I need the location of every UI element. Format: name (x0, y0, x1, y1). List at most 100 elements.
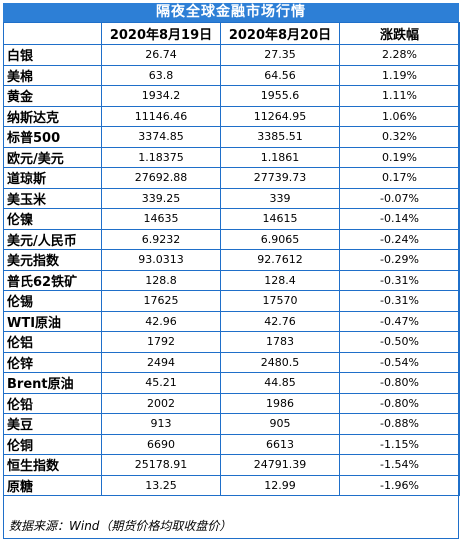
row-value-date-2: 27.35 (220, 44, 340, 66)
row-value-date-2: 1986 (220, 392, 340, 414)
row-name: 纳斯达克 (3, 105, 102, 127)
row-name: 恒生指数 (3, 454, 102, 476)
row-value-date-2: 17570 (220, 290, 340, 312)
row-value-date-2: 14615 (220, 208, 340, 230)
row-value-date-1: 13.25 (101, 474, 221, 496)
row-name: 伦铜 (3, 433, 102, 455)
row-name: 普氏62铁矿 (3, 269, 102, 291)
header-date-2: 2020年8月20日 (220, 22, 340, 45)
row-change: 1.19% (339, 64, 460, 86)
row-value-date-2: 42.76 (220, 310, 340, 332)
header-date-1: 2020年8月19日 (101, 22, 221, 45)
row-value-date-2: 1955.6 (220, 85, 340, 107)
table-row: 伦铅 2002 1986 -0.80% (3, 392, 460, 414)
table-row: 伦锡 17625 17570 -0.31% (3, 290, 460, 312)
data-source-note: 数据来源：Wind（期货价格均取收盘价） (9, 519, 232, 533)
table-row: 纳斯达克 11146.46 11264.95 1.06% (3, 105, 460, 127)
row-change: -1.96% (339, 474, 460, 496)
table-row: 美豆 913 905 -0.88% (3, 413, 460, 435)
table-row: 伦锌 2494 2480.5 -0.54% (3, 351, 460, 373)
table-row: 美元指数 93.0313 92.7612 -0.29% (3, 249, 460, 271)
row-value-date-2: 905 (220, 413, 340, 435)
row-value-date-1: 14635 (101, 208, 221, 230)
table-title: 隔夜全球金融市场行情 (3, 3, 459, 22)
row-value-date-1: 3374.85 (101, 126, 221, 148)
row-name: 美棉 (3, 64, 102, 86)
row-name: 伦铅 (3, 392, 102, 414)
table-row: 伦镍 14635 14615 -0.14% (3, 208, 460, 230)
row-name: 美元指数 (3, 249, 102, 271)
row-name: 美玉米 (3, 187, 102, 209)
row-value-date-1: 1934.2 (101, 85, 221, 107)
row-change: -0.29% (339, 249, 460, 271)
row-value-date-2: 3385.51 (220, 126, 340, 148)
row-change: 1.11% (339, 85, 460, 107)
row-name: 原糖 (3, 474, 102, 496)
row-name: 美豆 (3, 413, 102, 435)
row-value-date-1: 2494 (101, 351, 221, 373)
table-row: 道琼斯 27692.88 27739.73 0.17% (3, 167, 460, 189)
row-value-date-1: 1792 (101, 331, 221, 353)
row-change: -0.07% (339, 187, 460, 209)
row-value-date-1: 339.25 (101, 187, 221, 209)
row-change: 2.28% (339, 44, 460, 66)
row-value-date-2: 24791.39 (220, 454, 340, 476)
table-row: 恒生指数 25178.91 24791.39 -1.54% (3, 454, 460, 476)
row-name: 伦锡 (3, 290, 102, 312)
row-change: 0.19% (339, 146, 460, 168)
row-value-date-1: 63.8 (101, 64, 221, 86)
table-row: 黄金 1934.2 1955.6 1.11% (3, 85, 460, 107)
row-value-date-1: 6.9232 (101, 228, 221, 250)
row-value-date-2: 27739.73 (220, 167, 340, 189)
table-row: Brent原油 45.21 44.85 -0.80% (3, 372, 460, 394)
row-value-date-1: 93.0313 (101, 249, 221, 271)
table-row: 白银 26.74 27.35 2.28% (3, 44, 460, 66)
row-change: -0.31% (339, 269, 460, 291)
market-table: 2020年8月19日 2020年8月20日 涨跌幅 白银 26.74 27.35 2.… (3, 22, 460, 496)
row-name: 欧元/美元 (3, 146, 102, 168)
table-row: 欧元/美元 1.18375 1.1861 0.19% (3, 146, 460, 168)
row-value-date-2: 44.85 (220, 372, 340, 394)
row-value-date-1: 11146.46 (101, 105, 221, 127)
row-name: WTI原油 (3, 310, 102, 332)
row-name: 标普500 (3, 126, 102, 148)
row-value-date-2: 128.4 (220, 269, 340, 291)
row-change: -1.15% (339, 433, 460, 455)
table-row: 美棉 63.8 64.56 1.19% (3, 64, 460, 86)
row-name: 美元/人民币 (3, 228, 102, 250)
row-change: 0.32% (339, 126, 460, 148)
row-value-date-2: 339 (220, 187, 340, 209)
table-row: 美玉米 339.25 339 -0.07% (3, 187, 460, 209)
header-change: 涨跌幅 (339, 22, 460, 45)
row-change: -0.14% (339, 208, 460, 230)
row-change: -0.80% (339, 372, 460, 394)
row-name: 黄金 (3, 85, 102, 107)
row-name: 道琼斯 (3, 167, 102, 189)
row-value-date-1: 2002 (101, 392, 221, 414)
table-row: WTI原油 42.96 42.76 -0.47% (3, 310, 460, 332)
row-value-date-1: 42.96 (101, 310, 221, 332)
row-value-date-2: 12.99 (220, 474, 340, 496)
row-value-date-1: 6690 (101, 433, 221, 455)
row-name: Brent原油 (3, 372, 102, 394)
row-value-date-2: 1783 (220, 331, 340, 353)
row-change: -0.24% (339, 228, 460, 250)
table-row: 普氏62铁矿 128.8 128.4 -0.31% (3, 269, 460, 291)
row-name: 伦镍 (3, 208, 102, 230)
table-row: 原糖 13.25 12.99 -1.96% (3, 474, 460, 496)
table-row: 伦铜 6690 6613 -1.15% (3, 433, 460, 455)
row-name: 白银 (3, 44, 102, 66)
row-value-date-1: 27692.88 (101, 167, 221, 189)
row-value-date-2: 6613 (220, 433, 340, 455)
row-value-date-2: 64.56 (220, 64, 340, 86)
row-value-date-1: 17625 (101, 290, 221, 312)
row-value-date-2: 2480.5 (220, 351, 340, 373)
row-value-date-2: 92.7612 (220, 249, 340, 271)
row-value-date-1: 128.8 (101, 269, 221, 291)
table-row: 伦铝 1792 1783 -0.50% (3, 331, 460, 353)
table-row: 标普500 3374.85 3385.51 0.32% (3, 126, 460, 148)
row-value-date-1: 1.18375 (101, 146, 221, 168)
row-value-date-1: 913 (101, 413, 221, 435)
row-value-date-1: 45.21 (101, 372, 221, 394)
row-change: -0.88% (339, 413, 460, 435)
